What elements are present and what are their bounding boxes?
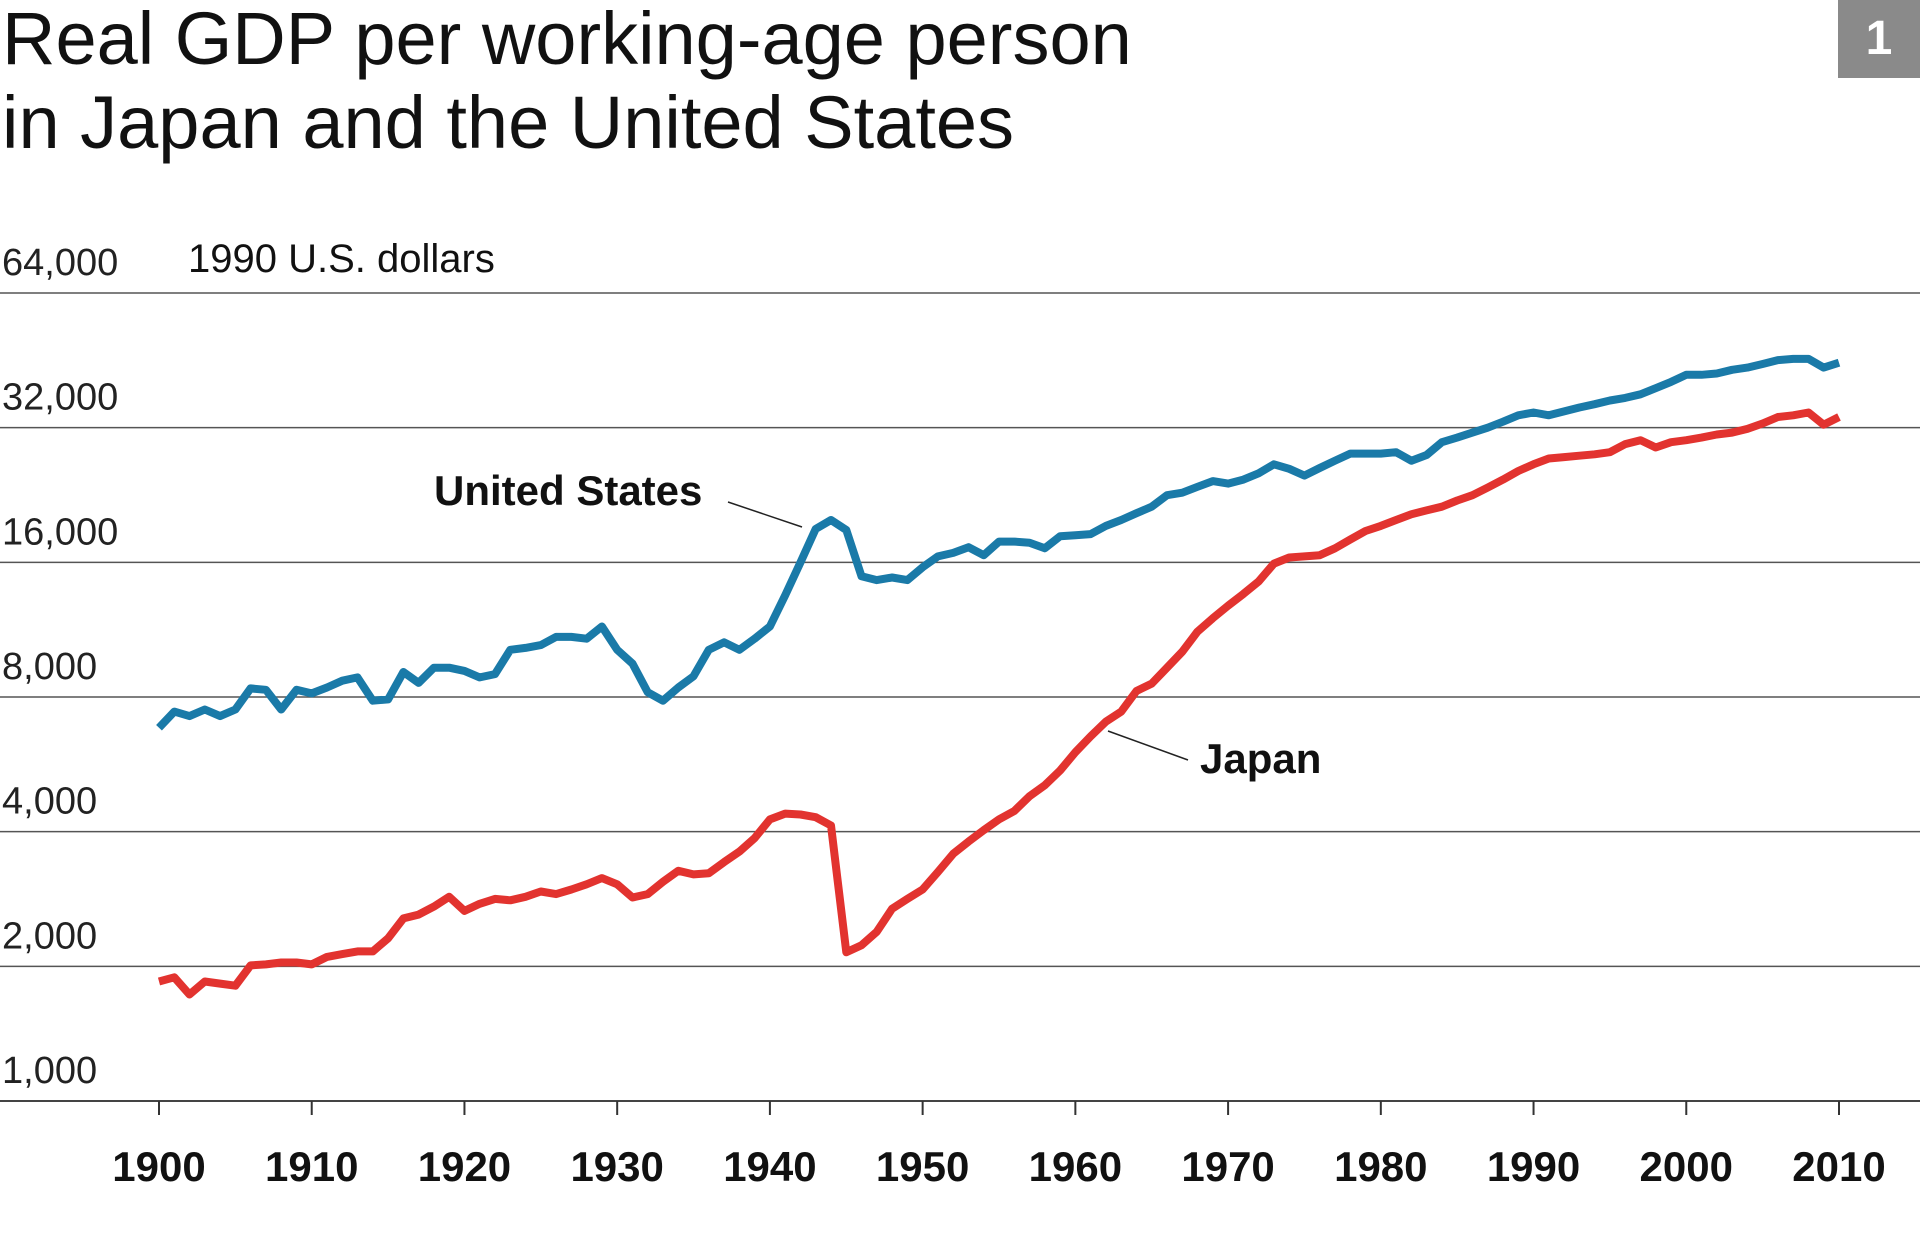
legend-label: Japan — [1200, 735, 1321, 782]
y-tick-label: 1,000 — [2, 1050, 97, 1092]
x-tick-label: 1980 — [1334, 1143, 1427, 1190]
x-tick-label: 1990 — [1487, 1143, 1580, 1190]
x-tick-label: 1910 — [265, 1143, 358, 1190]
x-tick-label: 1960 — [1029, 1143, 1122, 1190]
badge-box — [1838, 0, 1920, 78]
x-tick-label: 1920 — [418, 1143, 511, 1190]
leader-line — [727, 501, 803, 528]
series-line — [156, 354, 1841, 731]
y-tick-label: 16,000 — [2, 511, 118, 553]
x-tick-label: 1930 — [570, 1143, 663, 1190]
y-tick-label: 2,000 — [2, 915, 97, 957]
y-tick-label: 64,000 — [2, 242, 118, 284]
x-tick-label: 1970 — [1181, 1143, 1274, 1190]
y-tick-label: 4,000 — [2, 781, 97, 823]
leader-line — [1107, 730, 1189, 761]
badge: 1 — [1866, 12, 1893, 65]
x-tick-label: 1940 — [723, 1143, 816, 1190]
x-tick-label: 1950 — [876, 1143, 969, 1190]
chart-title: in Japan and the United States — [2, 81, 1014, 164]
y-tick-label: 8,000 — [2, 646, 97, 688]
series-line — [157, 408, 1841, 999]
y-axis-label: 1990 U.S. dollars — [188, 237, 495, 281]
chart-title: Real GDP per working-age person — [2, 0, 1132, 80]
legend-label: United States — [434, 467, 702, 514]
x-tick-label: 2010 — [1792, 1143, 1885, 1190]
x-tick-label: 1900 — [112, 1143, 205, 1190]
y-tick-label: 32,000 — [2, 377, 118, 419]
x-tick-label: 2000 — [1640, 1143, 1733, 1190]
